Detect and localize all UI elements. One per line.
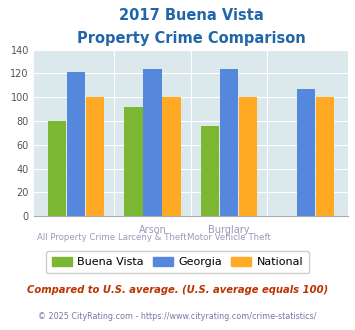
Text: Compared to U.S. average. (U.S. average equals 100): Compared to U.S. average. (U.S. average … — [27, 285, 328, 295]
Text: Motor Vehicle Theft: Motor Vehicle Theft — [187, 233, 271, 242]
Bar — [143, 69, 162, 216]
Text: Property Crime Comparison: Property Crime Comparison — [77, 31, 306, 46]
Bar — [220, 69, 238, 216]
Legend: Buena Vista, Georgia, National: Buena Vista, Georgia, National — [46, 251, 309, 273]
Bar — [86, 97, 104, 216]
Text: 2017 Buena Vista: 2017 Buena Vista — [119, 8, 264, 23]
Bar — [201, 126, 219, 216]
Text: Burglary: Burglary — [208, 225, 250, 235]
Bar — [239, 97, 257, 216]
Text: All Property Crime: All Property Crime — [37, 233, 115, 242]
Text: Arson: Arson — [138, 225, 166, 235]
Bar — [48, 121, 66, 216]
Text: © 2025 CityRating.com - https://www.cityrating.com/crime-statistics/: © 2025 CityRating.com - https://www.city… — [38, 312, 317, 321]
Bar — [163, 97, 181, 216]
Bar — [124, 107, 143, 216]
Bar — [296, 89, 315, 216]
Bar — [316, 97, 334, 216]
Bar — [67, 72, 85, 216]
Text: Larceny & Theft: Larceny & Theft — [118, 233, 187, 242]
